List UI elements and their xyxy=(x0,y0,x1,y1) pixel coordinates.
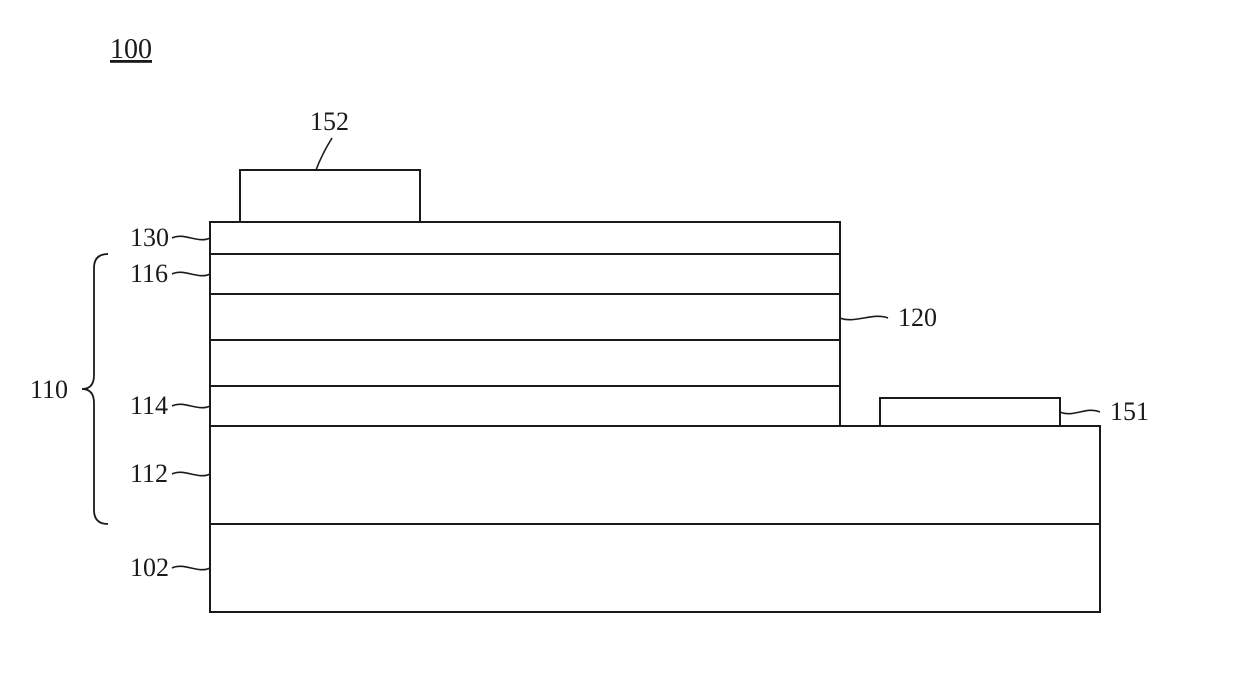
electrode-151 xyxy=(880,398,1060,426)
layer-120a xyxy=(210,294,840,340)
top-label: 152 xyxy=(310,107,349,170)
lead-112 xyxy=(172,472,210,475)
brace-110: 110 xyxy=(30,254,108,524)
layer-116 xyxy=(210,254,840,294)
lead-151 xyxy=(1060,410,1100,413)
lead-102 xyxy=(172,566,210,569)
layer-114 xyxy=(210,386,840,426)
lead-120 xyxy=(840,316,888,319)
label-110: 110 xyxy=(30,375,68,404)
label-114: 114 xyxy=(130,391,168,420)
layer-120b xyxy=(210,340,840,386)
label-116: 116 xyxy=(130,259,168,288)
label-130: 130 xyxy=(130,223,169,252)
brace-path xyxy=(82,254,108,524)
figure-title: 100 xyxy=(110,34,152,65)
layer-130 xyxy=(210,222,840,254)
label-152: 152 xyxy=(310,107,349,136)
electrode-152 xyxy=(240,170,420,222)
left-labels: 130 116 114 112 102 xyxy=(130,223,210,582)
lead-130 xyxy=(172,236,210,239)
label-112: 112 xyxy=(130,459,168,488)
label-120: 120 xyxy=(898,303,937,332)
lead-116 xyxy=(172,272,210,275)
label-151: 151 xyxy=(1110,397,1149,426)
lead-152 xyxy=(316,138,332,170)
label-102: 102 xyxy=(130,553,169,582)
layer-112 xyxy=(210,426,1100,524)
layer-102 xyxy=(210,524,1100,612)
layer-diagram: 100 130 116 114 112 102 120 151 152 110 xyxy=(0,0,1240,683)
lead-114 xyxy=(172,404,210,407)
